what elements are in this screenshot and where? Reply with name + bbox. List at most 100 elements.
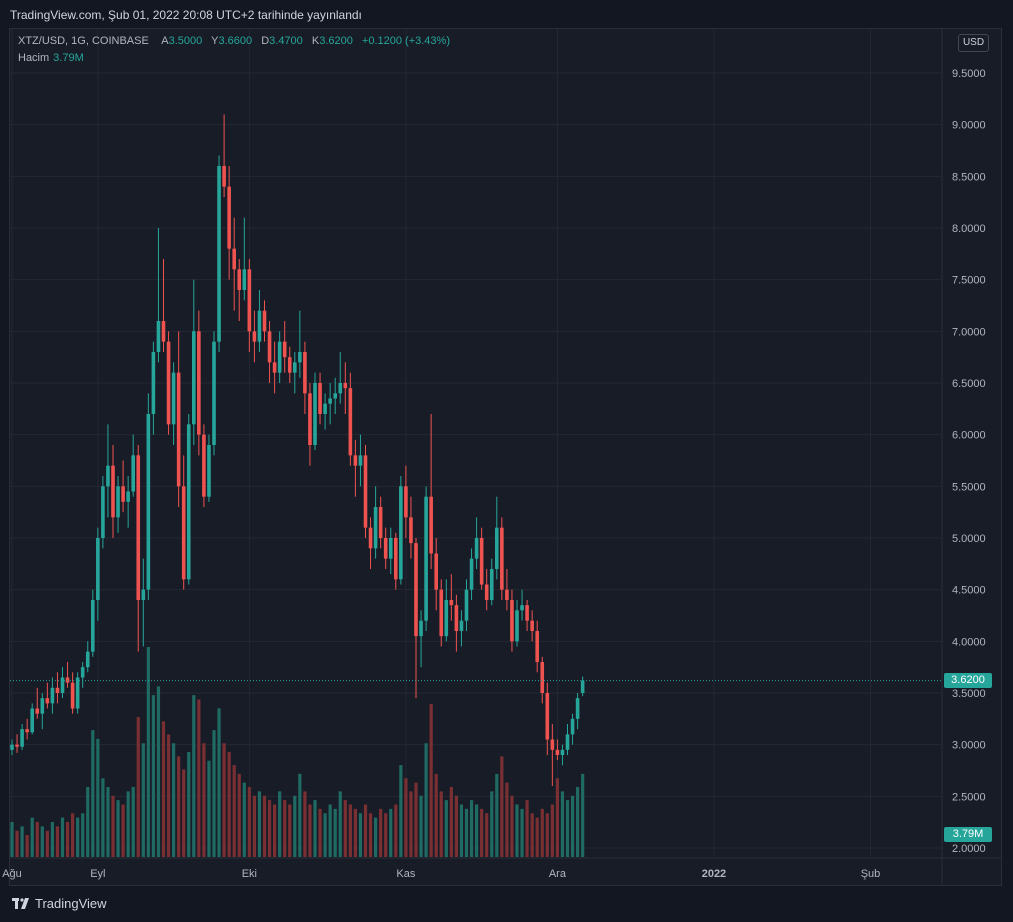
currency-button[interactable]: USD bbox=[958, 34, 989, 52]
candle-body bbox=[252, 331, 257, 342]
price-tick-label: 4.0000 bbox=[952, 636, 986, 648]
candle-body bbox=[176, 372, 181, 487]
volume-bar bbox=[187, 752, 191, 857]
candle-body bbox=[489, 569, 494, 600]
chart-frame[interactable] bbox=[9, 28, 1002, 886]
candle-body bbox=[75, 677, 80, 709]
candle-body bbox=[510, 600, 514, 642]
volume-bar bbox=[151, 695, 155, 857]
candle-body bbox=[222, 166, 226, 187]
volume-bar bbox=[343, 800, 347, 857]
candle-body bbox=[479, 538, 484, 585]
volume-bar bbox=[207, 760, 211, 857]
candle-body bbox=[136, 455, 141, 600]
volume-bar bbox=[358, 813, 363, 857]
price-tick-label: 5.0000 bbox=[952, 533, 986, 545]
candle-body bbox=[520, 605, 524, 611]
candle-body bbox=[15, 744, 19, 747]
candle-body bbox=[575, 698, 580, 719]
volume-bar bbox=[399, 765, 403, 857]
candle-body bbox=[237, 269, 242, 290]
volume-bar bbox=[20, 826, 24, 857]
candle-body bbox=[151, 352, 156, 414]
price-tick-label: 9.5000 bbox=[952, 68, 986, 80]
volume-bar bbox=[535, 817, 539, 857]
last-price-tag: 3.6200 bbox=[944, 673, 992, 689]
volume-bar bbox=[161, 721, 166, 857]
branding-text: TradingView bbox=[35, 896, 107, 911]
candle-body bbox=[106, 465, 110, 487]
volume-bar bbox=[172, 743, 176, 857]
candle-body bbox=[212, 341, 216, 445]
tradingview-branding[interactable]: TradingView bbox=[12, 896, 107, 911]
volume-bar bbox=[106, 787, 110, 857]
candle-body bbox=[434, 553, 438, 590]
volume-legend: Hacim 3.79M bbox=[18, 52, 84, 64]
volume-bar bbox=[60, 817, 65, 857]
close-value: 3.6200 bbox=[319, 35, 353, 47]
volume-bar bbox=[565, 800, 570, 857]
candle-body bbox=[30, 708, 34, 733]
volume-bar bbox=[166, 734, 171, 857]
volume-bar bbox=[424, 743, 428, 857]
price-axis: 9.5000 9.0000 8.5000 8.0000 7.5000 7.0000 6.50… bbox=[941, 29, 986, 886]
volume-bar bbox=[212, 730, 216, 857]
candle-body bbox=[388, 538, 393, 559]
candle-body bbox=[570, 718, 575, 735]
volume-bar bbox=[348, 804, 352, 857]
volume-bar bbox=[156, 686, 161, 857]
time-axis: Ağu Eyl Eki Kas Ara 2022 Şub bbox=[2, 857, 1001, 880]
volume-bar bbox=[35, 822, 39, 857]
volume-bar bbox=[217, 708, 221, 857]
volume-bar bbox=[368, 813, 373, 857]
candle-body bbox=[116, 486, 120, 518]
candle-body bbox=[242, 269, 247, 290]
candle-body bbox=[166, 341, 171, 425]
candle-body bbox=[399, 486, 403, 580]
open-value: 3.5000 bbox=[168, 35, 203, 47]
time-tick-label: Ağu bbox=[2, 868, 22, 880]
volume-bar bbox=[273, 804, 277, 857]
time-tick-label: Eyl bbox=[90, 868, 105, 880]
volume-bar bbox=[303, 791, 307, 857]
candle-body bbox=[50, 687, 55, 704]
candle-body bbox=[20, 729, 24, 747]
volume-bar bbox=[111, 795, 115, 857]
volume-bar bbox=[581, 773, 585, 857]
volume-bar bbox=[485, 813, 489, 857]
price-tick-label: 2.5000 bbox=[952, 791, 986, 803]
candle-body bbox=[580, 680, 585, 693]
candle-body bbox=[126, 491, 130, 502]
volume-bar bbox=[555, 778, 559, 857]
candle-body bbox=[267, 331, 272, 363]
candle-body bbox=[358, 455, 363, 466]
symbol-name[interactable]: XTZ/USD, 1G, COINBASE bbox=[18, 35, 149, 47]
candle-body bbox=[348, 388, 353, 456]
volume-bar bbox=[65, 822, 70, 857]
candle-body bbox=[409, 517, 413, 544]
volume-bar bbox=[141, 743, 145, 857]
volume-bar bbox=[192, 695, 196, 857]
candle-body bbox=[192, 331, 196, 425]
candle-body bbox=[560, 749, 565, 755]
volume-bar bbox=[177, 756, 181, 857]
high-value: 3.6600 bbox=[218, 35, 253, 47]
volume-bar bbox=[570, 795, 575, 857]
volume-bar bbox=[409, 791, 413, 857]
candle-body bbox=[80, 667, 85, 678]
candle-body bbox=[282, 341, 287, 358]
candle-body bbox=[202, 434, 206, 497]
volume-bar bbox=[25, 835, 29, 857]
volume-bar bbox=[55, 826, 60, 857]
volume-bar bbox=[197, 699, 201, 857]
volume-bar bbox=[338, 791, 342, 857]
candle-body bbox=[277, 341, 282, 373]
volume-bar bbox=[363, 804, 368, 857]
volume-bar bbox=[490, 791, 494, 857]
candle-body bbox=[141, 589, 146, 600]
candle-body bbox=[40, 698, 45, 714]
volume-bar bbox=[121, 804, 125, 857]
price-tick-label: 7.5000 bbox=[952, 275, 986, 287]
candle-body bbox=[247, 269, 252, 332]
